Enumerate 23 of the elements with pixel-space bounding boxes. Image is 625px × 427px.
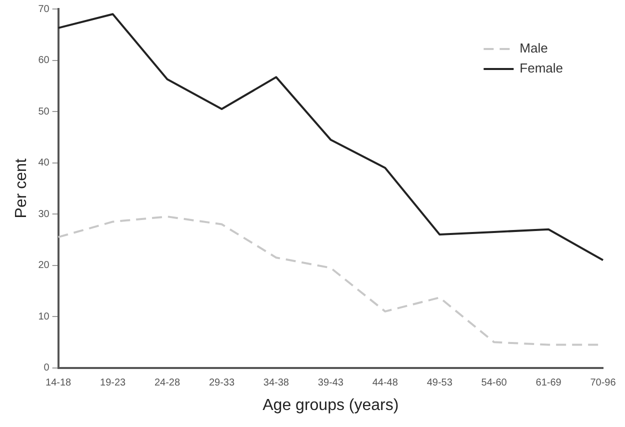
- y-tick-label: 0: [44, 362, 50, 374]
- legend-label: Female: [520, 60, 564, 76]
- y-tick-label: 30: [38, 208, 50, 220]
- y-tick-label: 10: [38, 311, 50, 322]
- x-tick-label: 29-33: [208, 378, 235, 389]
- legend-label: Male: [520, 40, 548, 56]
- x-tick-label: 61-69: [536, 378, 562, 389]
- x-tick-label: 54-60: [481, 378, 508, 389]
- y-tick-label: 60: [38, 55, 50, 66]
- x-tick-label: 14-18: [46, 378, 72, 389]
- x-tick-label: 44-48: [372, 378, 398, 389]
- y-axis-title: Per cent: [13, 158, 30, 218]
- y-tick-label: 40: [38, 158, 50, 169]
- x-tick-label: 24-28: [154, 378, 180, 389]
- x-axis-title: Age groups (years): [262, 396, 399, 414]
- y-tick-label: 50: [38, 106, 50, 118]
- x-tick-label: 39-43: [318, 378, 344, 389]
- x-tick-label: 49-53: [426, 378, 453, 389]
- x-tick-label: 19-23: [100, 378, 126, 389]
- x-tick-label: 70-96: [590, 378, 616, 389]
- x-tick-label: 34-38: [263, 378, 290, 389]
- y-tick-label: 70: [38, 4, 50, 15]
- y-tick-label: 20: [38, 260, 50, 272]
